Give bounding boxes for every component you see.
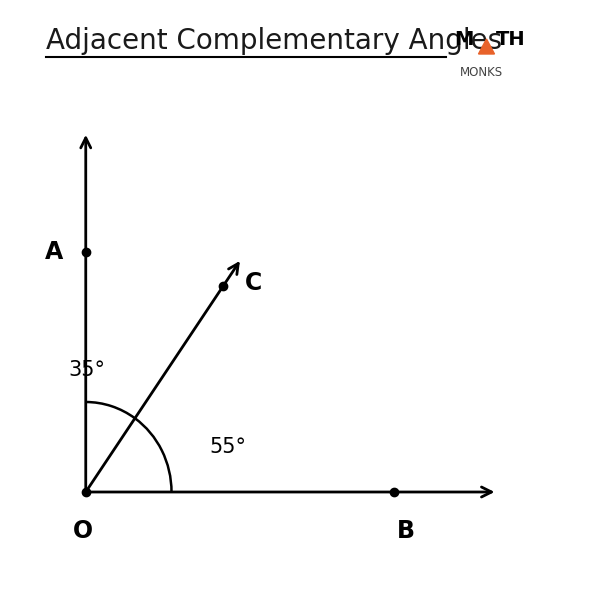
Text: TH: TH — [496, 30, 525, 49]
Polygon shape — [478, 39, 494, 54]
Text: C: C — [245, 271, 262, 295]
Text: 35°: 35° — [69, 361, 106, 380]
Text: A: A — [44, 240, 63, 264]
Text: Adjacent Complementary Angles: Adjacent Complementary Angles — [46, 27, 502, 55]
Text: O: O — [73, 519, 93, 543]
Text: M: M — [454, 30, 474, 49]
Text: B: B — [397, 519, 415, 543]
Text: 55°: 55° — [209, 437, 246, 457]
Text: MONKS: MONKS — [460, 66, 503, 79]
